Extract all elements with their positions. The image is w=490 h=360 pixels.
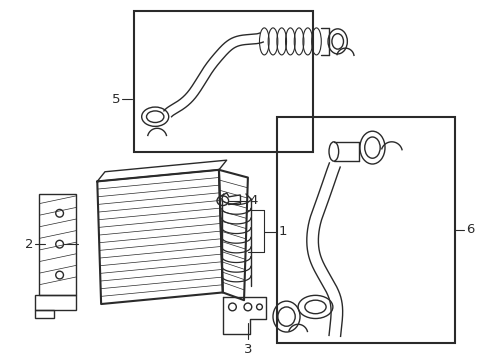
Text: 4: 4 bbox=[250, 194, 258, 207]
Text: 3: 3 bbox=[244, 343, 252, 356]
Text: 6: 6 bbox=[466, 223, 474, 236]
Text: 2: 2 bbox=[25, 238, 33, 251]
Bar bbox=[277, 117, 455, 343]
Text: 1: 1 bbox=[279, 225, 287, 238]
Bar bbox=[134, 10, 313, 152]
Text: 5: 5 bbox=[112, 93, 121, 106]
Bar bbox=[39, 194, 76, 295]
Bar bbox=[35, 295, 76, 310]
Bar bbox=[35, 310, 54, 318]
